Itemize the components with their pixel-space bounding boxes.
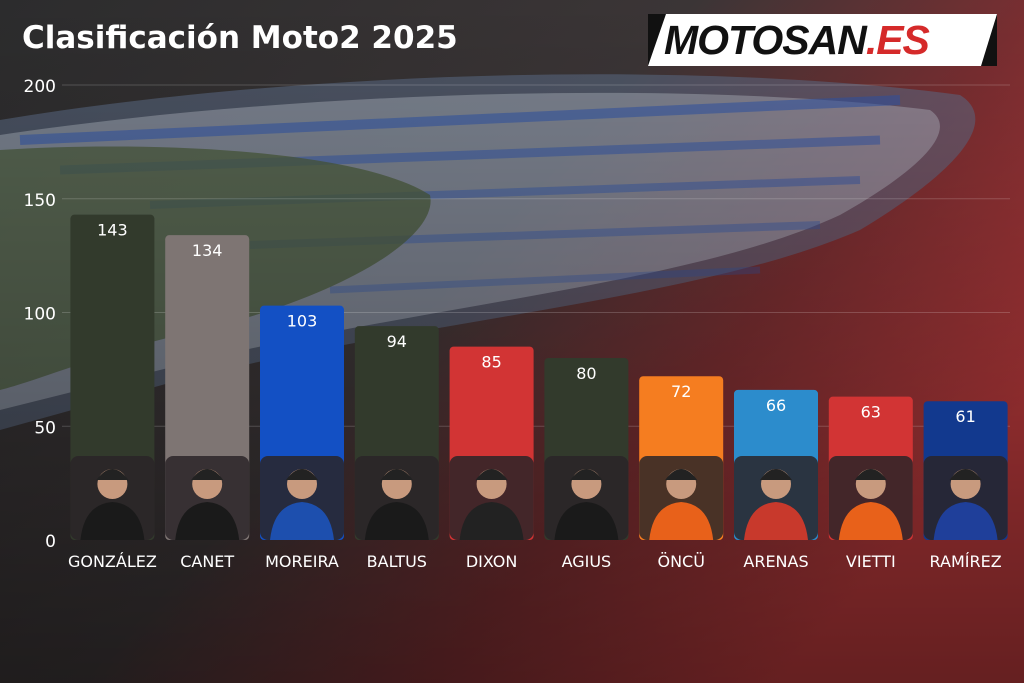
logo-tld-text: .ES	[865, 17, 930, 63]
bar-value-label: 103	[287, 312, 318, 331]
rider-torso-icon	[554, 502, 619, 540]
bar-value-label: 94	[387, 332, 407, 351]
x-category-label: ARENAS	[743, 552, 808, 571]
rider-torso-icon	[80, 502, 145, 540]
rider-torso-icon	[175, 502, 240, 540]
bar-value-label: 61	[955, 407, 975, 426]
rider-cap-icon	[96, 469, 129, 480]
rider-torso-icon	[649, 502, 714, 540]
rider-cap-icon	[665, 469, 698, 480]
rider-torso-icon	[459, 502, 524, 540]
x-category-label: BALTUS	[367, 552, 427, 571]
x-category-label: RAMÍREZ	[930, 552, 1002, 571]
x-category-label: GONZÁLEZ	[68, 552, 157, 571]
y-tick-label: 150	[24, 191, 56, 211]
page-title: Clasificación Moto2 2025	[22, 20, 458, 56]
bar-value-label: 72	[671, 382, 691, 401]
bar-value-label: 85	[481, 353, 501, 372]
rider-cap-icon	[286, 469, 318, 480]
bar-value-label: 80	[576, 364, 596, 383]
bar-value-label: 134	[192, 241, 223, 260]
rider-torso-icon	[364, 502, 429, 540]
y-tick-label: 100	[24, 305, 56, 325]
x-category-label: ÖNCÜ	[657, 552, 704, 571]
x-category-label: MOREIRA	[265, 552, 339, 571]
rider-torso-icon	[744, 502, 808, 540]
x-category-label: DIXON	[466, 552, 518, 571]
rider-cap-icon	[854, 469, 887, 480]
logo-wordmark: MOTOSAN.ES	[664, 14, 999, 66]
rider-cap-icon	[949, 469, 982, 480]
x-category-label: CANET	[180, 552, 234, 571]
bar-value-label: 66	[766, 396, 786, 415]
logo-main-text: MOTOSAN	[664, 17, 867, 63]
bar-value-label: 63	[861, 403, 881, 422]
rider-torso-icon	[838, 502, 903, 540]
rider-cap-icon	[380, 469, 413, 480]
rider-cap-icon	[570, 469, 603, 480]
rider-cap-icon	[475, 469, 508, 480]
motosan-logo	[648, 14, 997, 66]
rider-cap-icon	[191, 469, 224, 480]
rider-cap-icon	[760, 469, 792, 480]
bar-value-label: 143	[97, 221, 128, 240]
x-category-label: AGIUS	[562, 552, 612, 571]
rider-torso-icon	[270, 502, 334, 540]
rider-torso-icon	[933, 502, 998, 540]
y-tick-label: 200	[24, 77, 56, 97]
y-tick-label: 0	[45, 532, 56, 552]
x-category-label: VIETTI	[846, 552, 896, 571]
y-tick-label: 50	[34, 418, 56, 438]
